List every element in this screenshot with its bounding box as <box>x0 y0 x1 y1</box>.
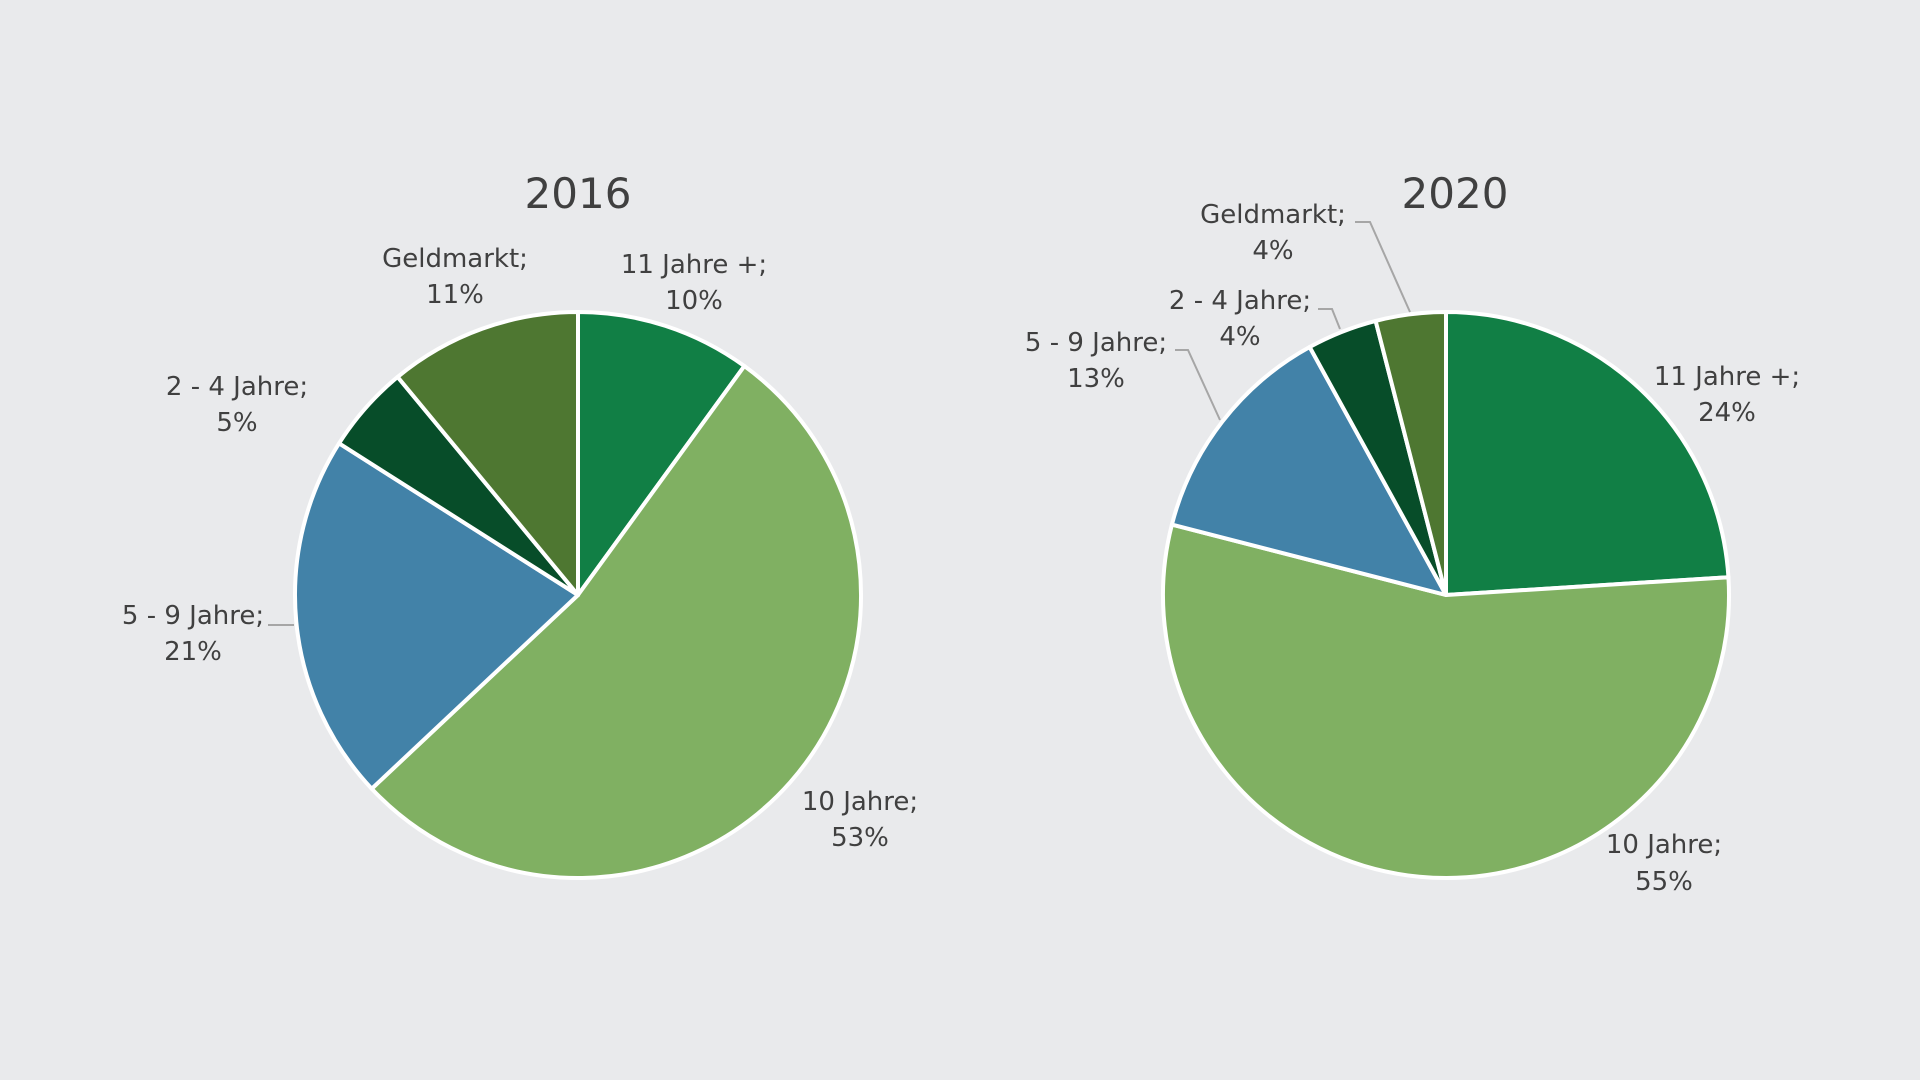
svg-text:11 Jahre +;: 11 Jahre +; <box>621 250 767 280</box>
pie-slice-geldmarkt <box>395 310 580 597</box>
slice-label-2-4-jahre: 2 - 4 Jahre; 4% <box>1169 286 1311 352</box>
pie-title: 2020 <box>1402 169 1509 218</box>
label-separator: ; <box>758 250 767 280</box>
label-separator: ; <box>1302 286 1311 316</box>
slice-label-name: Geldmarkt <box>382 244 519 274</box>
slice-label-11-jahre: 11 Jahre +; 10% <box>621 250 767 316</box>
slice-label-10-jahre: 10 Jahre; 53% <box>802 787 918 853</box>
slice-label-name: 5 - 9 Jahre <box>122 601 255 631</box>
label-separator: ; <box>299 372 308 402</box>
slice-label-geldmarkt: Geldmarkt; 4% <box>1200 200 1346 266</box>
label-separator: ; <box>1713 830 1722 860</box>
slice-label-name: Geldmarkt <box>1200 200 1337 230</box>
slice-label-value: 4% <box>1219 322 1260 352</box>
pie-slices <box>293 310 863 880</box>
pie-slice-10-jahre <box>369 364 863 880</box>
svg-text:5 - 9 Jahre;: 5 - 9 Jahre; <box>1025 328 1167 358</box>
pie-slice-10-jahre <box>1161 522 1731 880</box>
pie-slice-geldmarkt <box>1373 310 1448 597</box>
slice-label-name: 11 Jahre + <box>1654 362 1792 392</box>
slice-label-value: 21% <box>164 637 222 667</box>
slice-label-value: 13% <box>1067 364 1125 394</box>
slice-label-name: 5 - 9 Jahre <box>1025 328 1158 358</box>
svg-text:11 Jahre +;: 11 Jahre +; <box>1654 362 1800 392</box>
pie-title: 2016 <box>525 169 632 218</box>
svg-text:2 - 4 Jahre;: 2 - 4 Jahre; <box>166 372 308 402</box>
slice-label-11-jahre: 11 Jahre +; 24% <box>1654 362 1800 428</box>
leader-line-5-9-jahre <box>1175 349 1221 421</box>
slice-label-value: 10% <box>665 286 723 316</box>
pie-slice-11-jahre <box>576 310 747 597</box>
svg-text:Geldmarkt;: Geldmarkt; <box>382 244 528 274</box>
slice-label-name: 10 Jahre <box>802 787 910 817</box>
pie-chart-2016: 2016 11 Jahre +; 10% 10 Jahre; 53% 5 - 9… <box>122 169 918 880</box>
slice-label-value: 55% <box>1635 867 1693 897</box>
svg-text:10 Jahre;: 10 Jahre; <box>1606 830 1722 860</box>
pie-chart-2020: 2020 11 Jahre +; 24% 10 Jahre; 55% 5 - 9… <box>1025 169 1800 897</box>
pie-slice-5-9-jahre <box>1169 345 1448 597</box>
svg-text:Geldmarkt;: Geldmarkt; <box>1200 200 1346 230</box>
slice-label-10-jahre: 10 Jahre; 55% <box>1606 830 1722 897</box>
slice-label-geldmarkt: Geldmarkt; 11% <box>382 244 528 310</box>
svg-text:10 Jahre;: 10 Jahre; <box>802 787 918 817</box>
slice-label-value: 53% <box>831 823 889 853</box>
label-separator: ; <box>1791 362 1800 392</box>
svg-text:2 - 4 Jahre;: 2 - 4 Jahre; <box>1169 286 1311 316</box>
slice-label-name: 2 - 4 Jahre <box>166 372 299 402</box>
slice-label-value: 5% <box>216 408 257 438</box>
slice-label-5-9-jahre: 5 - 9 Jahre; 21% <box>122 601 264 667</box>
slice-label-value: 4% <box>1252 236 1293 266</box>
slice-label-value: 11% <box>426 280 484 310</box>
slice-label-name: 10 Jahre <box>1606 830 1714 860</box>
pie-slice-11-jahre <box>1444 310 1731 597</box>
leader-line-geldmarkt <box>1355 221 1411 313</box>
label-separator: ; <box>519 244 528 274</box>
label-separator: ; <box>909 787 918 817</box>
slice-label-2-4-jahre: 2 - 4 Jahre; 5% <box>166 372 308 438</box>
slice-label-name: 11 Jahre + <box>621 250 759 280</box>
svg-text:5 - 9 Jahre;: 5 - 9 Jahre; <box>122 601 264 631</box>
label-separator: ; <box>255 601 264 631</box>
pie-slices <box>1161 310 1731 880</box>
slice-label-5-9-jahre: 5 - 9 Jahre; 13% <box>1025 328 1167 394</box>
slice-label-value: 24% <box>1698 398 1756 428</box>
label-separator: ; <box>1337 200 1346 230</box>
label-separator: ; <box>1158 328 1167 358</box>
leader-line-2-4-jahre <box>1318 308 1341 330</box>
slice-label-name: 2 - 4 Jahre <box>1169 286 1302 316</box>
pie-slice-5-9-jahre <box>293 441 580 791</box>
